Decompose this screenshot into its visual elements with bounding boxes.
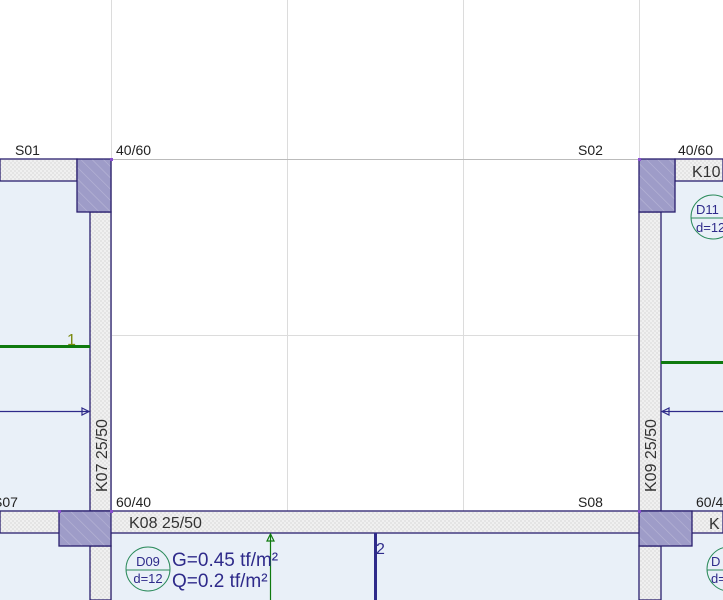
beam-top-left[interactable] bbox=[0, 158, 78, 182]
column-label-s07: S07 bbox=[0, 494, 18, 510]
beam-label-k10: K10 bbox=[692, 164, 721, 181]
slab-tag-d09[interactable]: D09 d=12 bbox=[125, 546, 171, 592]
beam-label-right: K bbox=[709, 516, 720, 533]
beam-k07-lower[interactable] bbox=[89, 545, 112, 600]
slab-id-d09: D09 bbox=[136, 554, 160, 569]
load-line-2-label: 2 bbox=[376, 541, 385, 558]
span-arrow-vertical[interactable] bbox=[266, 532, 275, 600]
node-markers bbox=[58, 158, 641, 513]
column-size-s07: 60/40 bbox=[116, 494, 151, 510]
span-arrow-left[interactable] bbox=[0, 407, 91, 416]
slab-id-d11: D11 bbox=[696, 202, 719, 217]
columns bbox=[58, 158, 693, 547]
slab-dead-load-d09: G=0.45 tf/m² bbox=[172, 550, 278, 571]
slab-right[interactable] bbox=[661, 181, 723, 511]
beam-k08[interactable] bbox=[0, 510, 723, 534]
column-label-s01: S01 bbox=[15, 142, 40, 158]
beam-label-k07: K07 25/50 bbox=[94, 419, 111, 492]
slab-live-load-d09: Q=0.2 tf/m² bbox=[172, 571, 268, 592]
beam-label-k09: K09 25/50 bbox=[643, 419, 660, 492]
column-label-s02: S02 bbox=[578, 142, 603, 158]
slab-id-right: D bbox=[711, 554, 720, 569]
column-size-s02: 40/60 bbox=[678, 142, 713, 158]
column-s07[interactable] bbox=[58, 510, 112, 547]
column-size-s08: 60/40 bbox=[696, 494, 723, 510]
column-label-s08: S08 bbox=[578, 494, 603, 510]
slab-tag-right[interactable]: D d= bbox=[706, 547, 723, 591]
column-s02[interactable] bbox=[638, 158, 676, 213]
column-size-s01: 40/60 bbox=[116, 142, 151, 158]
slab-thickness-d09: d=12 bbox=[133, 571, 162, 586]
beam-k09-lower[interactable] bbox=[638, 545, 662, 600]
slab-thickness-d11: d=12 bbox=[696, 220, 723, 235]
beam-label-k08: K08 25/50 bbox=[129, 515, 202, 532]
load-line-1-label: 1 bbox=[67, 332, 76, 349]
span-arrow-right[interactable] bbox=[660, 407, 723, 416]
column-s01[interactable] bbox=[76, 158, 112, 213]
slab-tag-d11[interactable]: D11 d=12 bbox=[690, 194, 723, 240]
slab-thickness-right: d= bbox=[711, 571, 723, 586]
column-s08[interactable] bbox=[638, 510, 693, 547]
